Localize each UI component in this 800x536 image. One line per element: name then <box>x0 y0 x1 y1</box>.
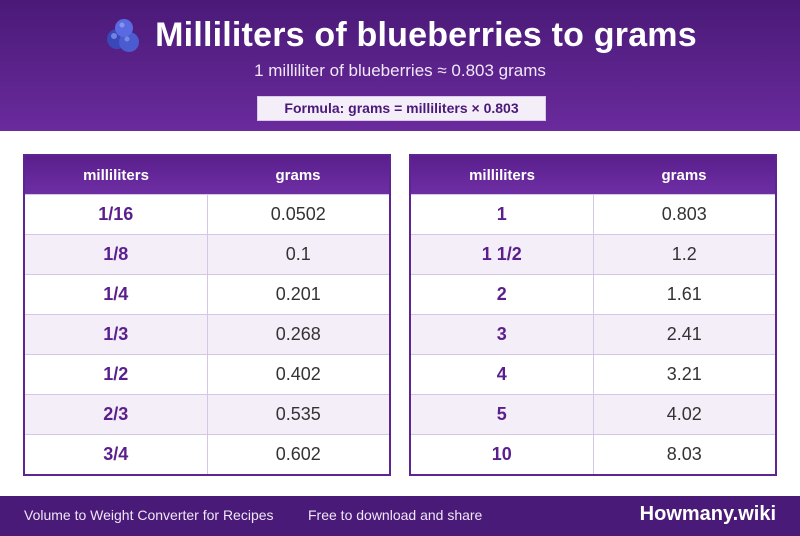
column-header-grams: grams <box>661 166 707 184</box>
conversion-table-right: milliliters grams 1 0.803 1 1/2 1.2 2 1.61 … <box>409 154 777 476</box>
grams-cell: 3.21 <box>666 364 702 384</box>
grams-cell: 0.402 <box>275 364 321 384</box>
table-row: 1/8 0.1 <box>25 234 389 274</box>
table-row: 5 4.02 <box>411 394 775 434</box>
grams-cell: 2.41 <box>666 324 702 344</box>
table-row: 3 2.41 <box>411 314 775 354</box>
milliliters-cell: 10 <box>411 435 594 474</box>
table-row: 1/4 0.201 <box>25 274 389 314</box>
table-row: 3/4 0.602 <box>25 434 389 474</box>
milliliters-cell: 1/4 <box>25 275 208 314</box>
header: Milliliters of blueberries to grams 1 mi… <box>0 0 800 131</box>
table-header: milliliters grams <box>25 156 389 194</box>
footer: Volume to Weight Converter for Recipes F… <box>0 496 800 536</box>
brand-link[interactable]: Howmany.wiki <box>639 503 776 525</box>
table-row: 4 3.21 <box>411 354 775 394</box>
column-header-milliliters: milliliters <box>469 166 535 184</box>
milliliters-cell: 1 <box>411 195 594 234</box>
table-row: 10 8.03 <box>411 434 775 474</box>
grams-cell: 4.02 <box>666 404 702 424</box>
table-row: 2 1.61 <box>411 274 775 314</box>
table-row: 1/16 0.0502 <box>25 194 389 234</box>
blueberries-icon <box>107 19 140 52</box>
milliliters-cell: 3/4 <box>25 435 208 474</box>
footer-description: Volume to Weight Converter for Recipes <box>24 507 274 523</box>
grams-cell: 0.602 <box>275 444 321 464</box>
conversion-table-left: milliliters grams 1/16 0.0502 1/8 0.1 1/4 0… <box>23 154 391 476</box>
table-row: 1 0.803 <box>411 194 775 234</box>
milliliters-cell: 3 <box>411 315 594 354</box>
grams-cell: 0.803 <box>661 204 707 224</box>
page-title: Milliliters of blueberries to grams <box>155 15 697 54</box>
grams-cell: 1.2 <box>671 244 697 264</box>
subtitle: 1 milliliter of blueberries ≈ 0.803 gram… <box>254 61 546 80</box>
grams-cell: 0.1 <box>285 244 311 264</box>
milliliters-cell: 5 <box>411 395 594 434</box>
milliliters-cell: 1/8 <box>25 235 208 274</box>
milliliters-cell: 1/16 <box>25 195 208 234</box>
milliliters-cell: 1/3 <box>25 315 208 354</box>
table-header: milliliters grams <box>411 156 775 194</box>
milliliters-cell: 4 <box>411 355 594 394</box>
grams-cell: 8.03 <box>666 444 702 464</box>
table-row: 1/3 0.268 <box>25 314 389 354</box>
grams-cell: 0.201 <box>275 284 321 304</box>
table-row: 1 1/2 1.2 <box>411 234 775 274</box>
milliliters-cell: 2/3 <box>25 395 208 434</box>
table-body: 1/16 0.0502 1/8 0.1 1/4 0.201 1/3 0.268 1/2 0… <box>25 194 389 474</box>
column-header-grams: grams <box>275 166 321 184</box>
grams-cell: 1.61 <box>666 284 702 304</box>
grams-cell: 0.0502 <box>270 204 326 224</box>
table-row: 1/2 0.402 <box>25 354 389 394</box>
table-body: 1 0.803 1 1/2 1.2 2 1.61 3 2.41 4 3.21 5 4.02 … <box>411 194 775 474</box>
grams-cell: 0.535 <box>275 404 321 424</box>
title-row: Milliliters of blueberries to grams <box>0 14 800 56</box>
column-header-milliliters: milliliters <box>83 166 149 184</box>
grams-cell: 0.268 <box>275 324 321 344</box>
milliliters-cell: 1 1/2 <box>411 235 594 274</box>
formula-badge: Formula: grams = milliliters × 0.803 <box>257 96 546 121</box>
table-row: 2/3 0.535 <box>25 394 389 434</box>
milliliters-cell: 2 <box>411 275 594 314</box>
footer-share-text: Free to download and share <box>308 507 483 523</box>
milliliters-cell: 1/2 <box>25 355 208 394</box>
